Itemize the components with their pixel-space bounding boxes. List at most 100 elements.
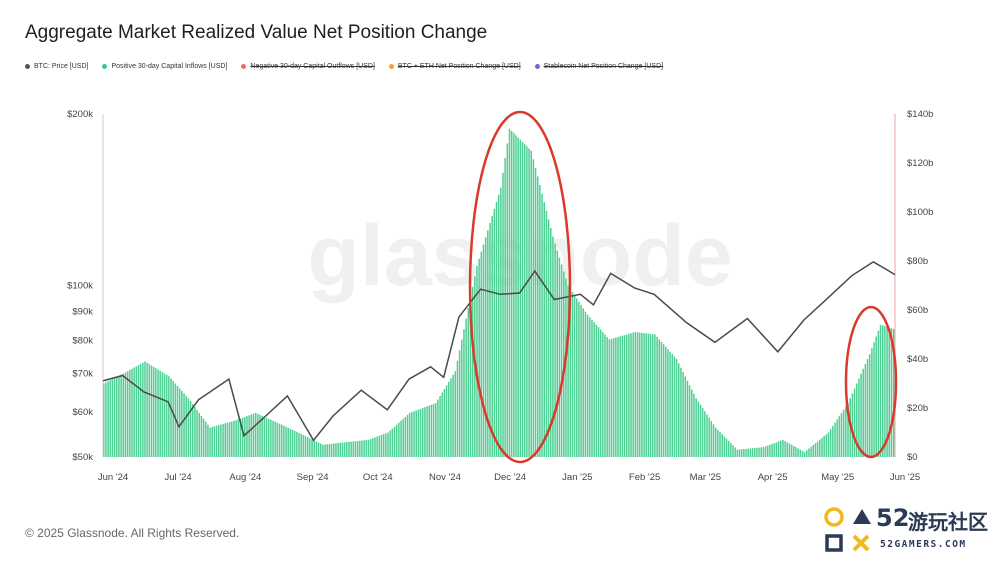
inflow-bar [343, 442, 346, 457]
inflow-bar [144, 361, 146, 457]
inflow-bar [263, 416, 266, 457]
legend-item-positive-inflows[interactable]: Positive 30-day Capital Inflows [USD] [102, 63, 227, 70]
inflow-bar [168, 376, 170, 457]
inflow-bar [306, 437, 309, 457]
inflow-bar [207, 424, 209, 457]
inflow-bar [756, 447, 758, 457]
inflow-bar [743, 449, 745, 457]
inflow-bar [276, 422, 279, 457]
inflow-bar [352, 441, 355, 457]
inflow-bar [270, 419, 272, 457]
inflow-bar [178, 388, 181, 457]
legend-label-btc-price: BTC: Price [USD] [34, 63, 89, 70]
inflow-bar [237, 419, 240, 457]
inflow-bar [170, 378, 172, 457]
legend-item-btc-price[interactable]: BTC: Price [USD] [25, 63, 88, 70]
inflow-bar [363, 440, 365, 457]
inflow-bar [866, 359, 869, 457]
inflow-bar [825, 434, 828, 457]
inflow-bar [257, 413, 259, 457]
inflow-bar [780, 440, 782, 457]
inflow-bar [493, 208, 496, 457]
inflow-bar [220, 424, 222, 457]
inflow-bar [157, 369, 159, 457]
inflow-bar [428, 405, 430, 457]
inflow-bar [556, 250, 559, 457]
inflow-bar [523, 144, 526, 457]
inflow-bar [150, 365, 153, 457]
right-tick-label: $20b [907, 403, 928, 414]
inflow-bar [788, 443, 791, 457]
inflow-bar [599, 329, 602, 457]
inflow-bar [699, 404, 702, 457]
left-tick-label: $200k [67, 109, 93, 120]
inflow-bar [450, 378, 452, 457]
inflow-bar [502, 172, 504, 458]
inflow-bar [484, 237, 487, 457]
inflow-bar [719, 432, 721, 457]
x-tick-label: Dec '24 [494, 472, 526, 483]
inflow-bar [458, 350, 461, 457]
inflow-bar [632, 332, 634, 457]
inflow-bar [426, 406, 428, 457]
inflow-bar [283, 425, 285, 457]
inflow-bar [359, 440, 361, 457]
inflow-bar [461, 339, 463, 457]
inflow-bar [161, 372, 164, 457]
inflow-bar [387, 432, 389, 457]
inflow-bar [858, 378, 860, 457]
inflow-bar [298, 432, 300, 457]
inflow-bar [105, 382, 107, 457]
inflow-bar [810, 446, 812, 457]
inflow-bar [194, 407, 196, 457]
inflow-bar [593, 322, 595, 457]
inflow-bar [836, 419, 838, 457]
inflow-bar [139, 363, 142, 457]
inflow-bar [871, 348, 873, 457]
inflow-bar [131, 368, 133, 457]
inflow-bar [658, 339, 660, 457]
inflow-bar [218, 425, 220, 457]
inflow-bar [578, 301, 580, 457]
inflow-bar [497, 194, 500, 457]
inflow-bar [567, 285, 569, 457]
legend-item-btc-eth-net[interactable]: BTC + ETH Net Position Change [USD] [388, 63, 521, 70]
x-tick-label: Nov '24 [429, 472, 461, 483]
inflow-bar [773, 443, 776, 457]
inflow-bar [204, 421, 207, 457]
inflow-bar [747, 448, 749, 457]
inflow-bar [829, 429, 832, 457]
inflow-bar [495, 201, 498, 457]
inflow-bar [526, 146, 528, 457]
legend-item-stablecoin-net[interactable]: Stablecoin Net Position Change [USD] [534, 63, 663, 70]
inflow-bar [187, 398, 190, 457]
inflow-bar [211, 426, 214, 457]
inflow-bar [272, 420, 274, 457]
inflow-bar [302, 434, 305, 457]
inflow-bar [434, 403, 437, 457]
inflow-bar [532, 159, 535, 457]
inflow-bar [868, 354, 871, 457]
right-tick-label: $80b [907, 256, 928, 267]
inflow-bar [231, 421, 233, 457]
inflow-bar [860, 373, 862, 457]
inflow-bar [732, 445, 734, 457]
legend-item-negative-outflows[interactable]: Negative 30-day Capital Outflows [USD] [241, 63, 375, 70]
inflow-bar [469, 297, 472, 457]
inflow-bar [348, 441, 350, 457]
inflow-bar [528, 148, 530, 458]
inflow-bar [402, 418, 404, 457]
inflow-bar [172, 381, 174, 457]
inflow-bar [667, 349, 669, 457]
inflow-bar [580, 305, 582, 457]
inflow-bar [395, 424, 398, 457]
inflow-bar [478, 258, 480, 457]
inflow-bar [827, 432, 830, 457]
left-tick-label: $50k [72, 452, 93, 463]
inflow-bar [415, 410, 417, 457]
inflow-bar [695, 398, 697, 457]
inflow-bar [176, 385, 179, 457]
inflow-bar [452, 374, 454, 457]
inflow-bar [400, 420, 402, 457]
inflow-bar [235, 420, 237, 457]
